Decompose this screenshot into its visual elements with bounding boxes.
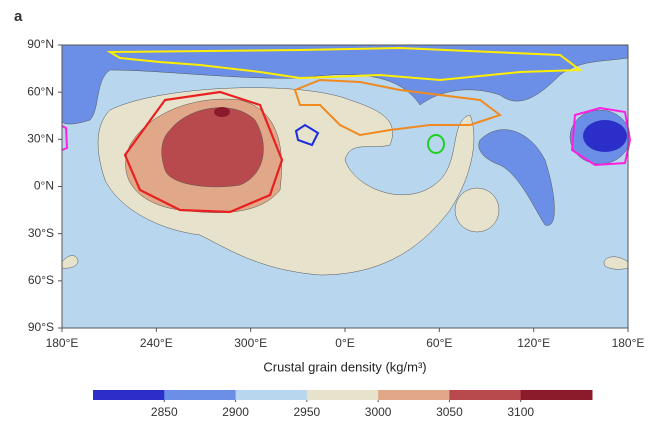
mid-density-edge [61, 255, 629, 270]
red-outline [123, 90, 284, 214]
lat-label: 60°N [27, 84, 54, 98]
lon-label: 180°E [612, 336, 645, 350]
lon-label: 120°E [517, 336, 550, 350]
colorbar-bin [378, 390, 450, 400]
green-outline [427, 134, 445, 154]
lat-label: 30°S [28, 226, 54, 240]
yellow-outline [106, 46, 583, 82]
lat-label: 90°S [28, 320, 54, 334]
colorbar-bin [520, 390, 593, 400]
colorbar-bin [449, 390, 522, 400]
colorbar-bin [235, 390, 308, 400]
colorbar-tick-label: 2850 [151, 405, 178, 419]
orange-outline [293, 78, 503, 137]
colorbar-title: Crustal grain density (kg/m³) [263, 359, 426, 374]
lat-label: 0°N [34, 179, 54, 193]
lat-label: 90°N [27, 37, 54, 51]
lon-label: 60°E [426, 336, 452, 350]
colorbar-tick-label: 3050 [436, 405, 463, 419]
highest-density [214, 107, 230, 117]
panel-label: a [14, 8, 23, 25]
low-density-east [478, 129, 555, 226]
map [61, 44, 632, 329]
lowest-density [583, 120, 627, 152]
colorbar-bin [306, 390, 379, 400]
lon-label: 300°E [234, 336, 267, 350]
colorbar-tick-label: 2950 [294, 405, 321, 419]
colorbar-tick-label: 3100 [507, 405, 534, 419]
colorbar-tick-label: 2900 [222, 405, 249, 419]
lon-label: 240°E [140, 336, 173, 350]
lon-label: 0°E [335, 336, 354, 350]
colorbar-tick-label: 3000 [365, 405, 392, 419]
lon-label: 180°E [46, 336, 79, 350]
colorbar-bin [164, 390, 237, 400]
mid-density-patch [454, 187, 500, 233]
colorbar-bin [93, 390, 165, 400]
lat-label: 30°N [27, 132, 54, 146]
blue-outline [294, 123, 320, 147]
lat-label: 60°S [28, 273, 54, 287]
